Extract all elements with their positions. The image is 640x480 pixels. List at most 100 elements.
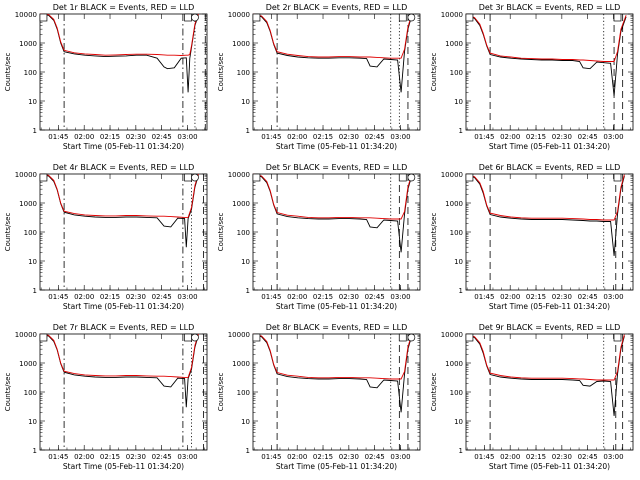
- x-tick-label: 01:45: [261, 453, 281, 461]
- series-line-lld: [252, 13, 412, 59]
- y-tick-label: 10: [28, 418, 37, 426]
- y-tick-label: 1: [459, 127, 463, 135]
- y-tick-label: 100: [450, 389, 463, 397]
- y-tick-label: 1: [246, 127, 250, 135]
- y-tick-label: 100: [24, 229, 37, 237]
- y-axis-label: Counts/sec: [4, 213, 12, 252]
- circle-marker: [407, 333, 416, 342]
- plot-frame: [465, 173, 634, 291]
- y-tick-label: 10000: [15, 171, 37, 179]
- x-tick-label: 03:00: [177, 293, 197, 301]
- y-tick-label: 1: [246, 287, 250, 295]
- y-tick-label: 1000: [19, 40, 37, 48]
- x-tick-label: 02:00: [500, 453, 520, 461]
- x-tick-label: 02:30: [126, 133, 146, 141]
- y-tick-label: 100: [450, 229, 463, 237]
- y-tick-label: 10000: [441, 331, 463, 339]
- y-tick-label: 1: [459, 447, 463, 455]
- x-tick-label: 02:30: [552, 133, 572, 141]
- x-tick-label: 02:45: [365, 133, 385, 141]
- x-tick-label: 02:45: [152, 293, 172, 301]
- plot-title: Det 6r BLACK = Events, RED = LLD: [479, 163, 621, 172]
- plot-panel-7: Det 7r BLACK = Events, RED = LLD 1 10 100 10…: [4, 323, 208, 471]
- x-tick-label: 03:00: [603, 293, 623, 301]
- x-tick-label: 02:45: [578, 293, 598, 301]
- y-axis-label: Counts/sec: [217, 373, 225, 412]
- x-tick-label: 02:00: [74, 293, 94, 301]
- square-marker: [613, 333, 622, 342]
- y-tick-label: 1: [33, 447, 37, 455]
- x-axis-label: Start Time (05-Feb-11 01:34:20): [63, 302, 184, 311]
- y-tick-label: 100: [237, 69, 250, 77]
- y-tick-label: 10: [241, 258, 250, 266]
- square-marker: [252, 333, 261, 342]
- y-tick-label: 10000: [441, 171, 463, 179]
- series-line-lld: [465, 13, 627, 62]
- y-tick-label: 10000: [441, 11, 463, 19]
- plot-frame: [252, 333, 421, 451]
- circle-marker: [191, 13, 199, 22]
- x-tick-label: 03:00: [603, 453, 623, 461]
- plot-title: Det 2r BLACK = Events, RED = LLD: [266, 3, 408, 12]
- plot-panel-4: Det 4r BLACK = Events, RED = LLD 1 10 100 10…: [4, 163, 208, 311]
- plot-panel-2: Det 2r BLACK = Events, RED = LLD 1 10 100 10…: [217, 3, 421, 151]
- square-marker: [252, 13, 261, 22]
- x-tick-label: 02:15: [313, 453, 333, 461]
- plot-title: Det 4r BLACK = Events, RED = LLD: [53, 163, 195, 172]
- x-tick-label: 02:45: [578, 453, 598, 461]
- series-line-lld: [39, 13, 199, 56]
- y-tick-label: 100: [24, 69, 37, 77]
- x-tick-label: 02:45: [578, 133, 598, 141]
- y-tick-label: 10000: [228, 11, 250, 19]
- x-axis-label: Start Time (05-Feb-11 01:34:20): [276, 302, 397, 311]
- plot-title: Det 1r BLACK = Events, RED = LLD: [53, 3, 195, 12]
- x-tick-label: 02:45: [365, 293, 385, 301]
- square-marker: [398, 173, 407, 182]
- x-tick-label: 03:00: [390, 293, 410, 301]
- square-marker: [184, 333, 192, 342]
- y-tick-label: 1000: [445, 200, 463, 208]
- x-tick-label: 02:30: [126, 453, 146, 461]
- series-line-lld: [39, 333, 199, 378]
- plot-panel-1: Det 1r BLACK = Events, RED = LLD 1 10 100 10…: [4, 3, 208, 151]
- plot-title: Det 7r BLACK = Events, RED = LLD: [53, 323, 195, 332]
- square-marker: [465, 13, 474, 22]
- x-tick-label: 01:45: [261, 293, 281, 301]
- plot-panel-6: Det 6r BLACK = Events, RED = LLD 1 10 100 10…: [430, 163, 634, 311]
- x-tick-label: 02:00: [287, 293, 307, 301]
- x-tick-label: 02:00: [74, 453, 94, 461]
- square-marker: [613, 173, 622, 182]
- series-line-lld: [465, 173, 625, 221]
- x-tick-label: 01:45: [474, 133, 494, 141]
- x-axis-label: Start Time (05-Feb-11 01:34:20): [63, 462, 184, 471]
- plot-panel-8: Det 8r BLACK = Events, RED = LLD 1 10 100 10…: [217, 323, 421, 471]
- y-tick-label: 10: [241, 98, 250, 106]
- y-tick-label: 1: [33, 127, 37, 135]
- plot-title: Det 5r BLACK = Events, RED = LLD: [266, 163, 408, 172]
- y-tick-label: 10: [241, 418, 250, 426]
- plot-panel-3: Det 3r BLACK = Events, RED = LLD 1 10 100 10…: [430, 3, 634, 151]
- circle-marker: [407, 173, 416, 182]
- x-tick-label: 02:30: [126, 293, 146, 301]
- plot-frame: [39, 13, 208, 131]
- y-axis-label: Counts/sec: [430, 213, 438, 252]
- plot-title: Det 9r BLACK = Events, RED = LLD: [479, 323, 621, 332]
- x-tick-label: 02:30: [339, 293, 359, 301]
- x-axis-label: Start Time (05-Feb-11 01:34:20): [276, 462, 397, 471]
- x-tick-label: 02:15: [313, 293, 333, 301]
- series-line-lld: [252, 333, 412, 380]
- x-tick-label: 03:00: [177, 133, 197, 141]
- x-tick-label: 02:15: [100, 293, 120, 301]
- y-tick-label: 1000: [19, 360, 37, 368]
- x-tick-label: 02:45: [365, 453, 385, 461]
- plot-frame: [465, 13, 634, 131]
- y-axis-label: Counts/sec: [430, 373, 438, 412]
- x-tick-label: 02:15: [526, 293, 546, 301]
- x-tick-label: 02:15: [313, 133, 333, 141]
- y-tick-label: 10: [454, 98, 463, 106]
- square-marker: [398, 13, 407, 22]
- x-tick-label: 02:00: [500, 133, 520, 141]
- y-tick-label: 100: [237, 389, 250, 397]
- y-tick-label: 10000: [15, 331, 37, 339]
- square-marker: [184, 173, 192, 182]
